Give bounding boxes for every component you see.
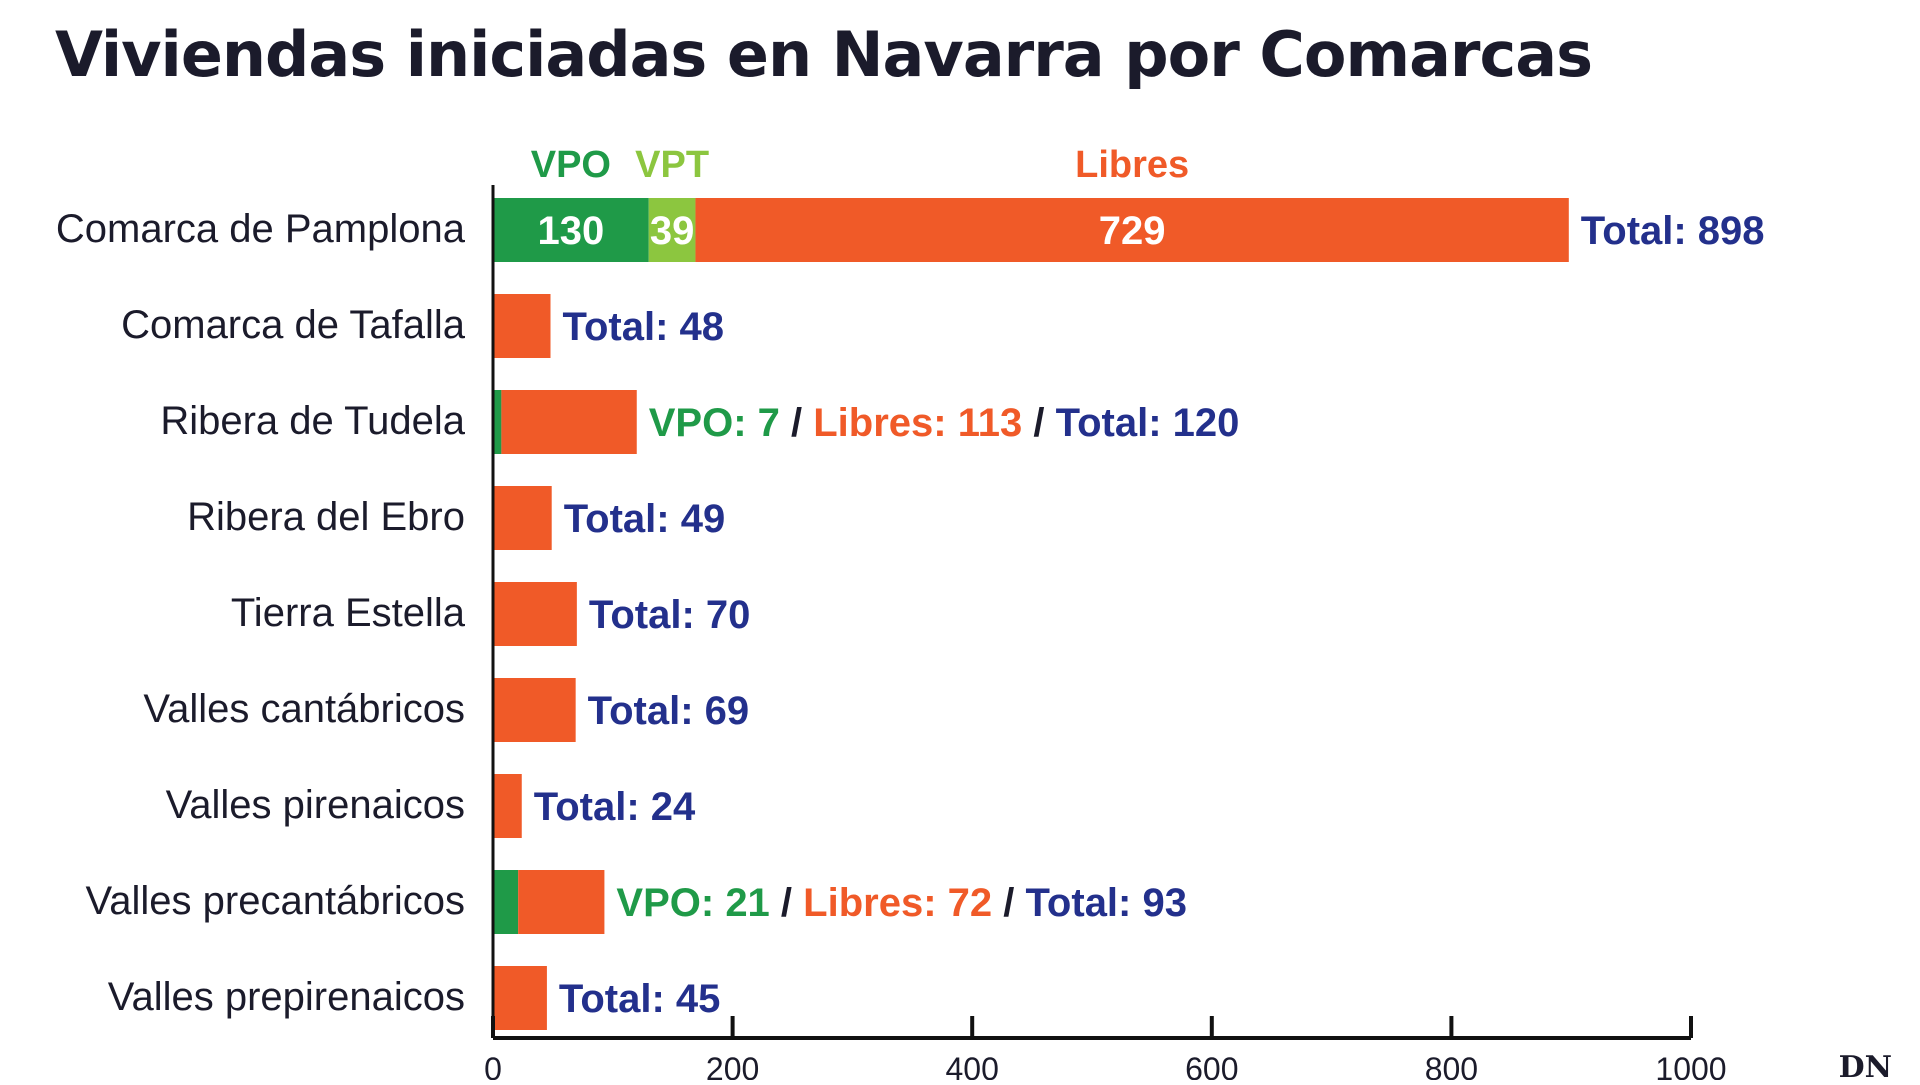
- legend-item-libres: Libres: [1075, 144, 1189, 186]
- category-label: Ribera del Ebro: [187, 495, 465, 539]
- segment-value-label: 729: [1099, 209, 1166, 253]
- annotation-part: Total: 49: [564, 497, 726, 541]
- bar-libres: [493, 294, 551, 358]
- x-tick-label: 800: [1425, 1051, 1478, 1080]
- annotation-part: Total: 120: [1056, 401, 1240, 445]
- bar-annotation: Total: 48: [563, 305, 725, 349]
- bar-annotation: Total: 70: [589, 593, 751, 637]
- bar-annotation: Total: 24: [534, 785, 696, 829]
- annotation-part: VPO: 7: [649, 401, 780, 445]
- annotation-part: /: [780, 401, 813, 445]
- legend-item-vpt: VPT: [635, 144, 709, 186]
- bar-vpo: [493, 198, 649, 262]
- bar-annotation: Total: 45: [559, 977, 721, 1021]
- legend-item-vpo: VPO: [531, 144, 611, 186]
- segment-value-label: 130: [537, 209, 604, 253]
- annotation-part: Total: 45: [559, 977, 721, 1021]
- category-label: Valles pirenaicos: [166, 783, 465, 827]
- annotation-part: VPO: 21: [616, 881, 769, 925]
- category-label: Valles cantábricos: [143, 687, 465, 731]
- category-label: Ribera de Tudela: [160, 399, 465, 443]
- annotation-part: Total: 69: [588, 689, 750, 733]
- bar-libres: [501, 390, 637, 454]
- bar-libres: [518, 870, 605, 934]
- x-tick-label: 0: [484, 1051, 502, 1080]
- bar-annotation: VPO: 7 / Libres: 113 / Total: 120: [649, 401, 1240, 445]
- category-label: Comarca de Pamplona: [56, 207, 466, 251]
- bar-libres: [493, 966, 547, 1030]
- annotation-part: /: [1022, 401, 1055, 445]
- category-label: Comarca de Tafalla: [121, 303, 466, 347]
- bar-annotation: VPO: 21 / Libres: 72 / Total: 93: [616, 881, 1187, 925]
- annotation-part: Libres: 113: [813, 401, 1022, 445]
- category-label: Tierra Estella: [231, 591, 466, 635]
- chart-title: Viviendas iniciadas en Navarra por Comar…: [55, 18, 1593, 91]
- source-logo: DN: [1838, 1050, 1892, 1085]
- bar-vpo: [493, 390, 502, 454]
- category-label: Valles prepirenaicos: [108, 975, 465, 1019]
- annotation-part: /: [770, 881, 803, 925]
- bar-vpt: [648, 198, 696, 262]
- annotation-part: Libres: 72: [803, 881, 992, 925]
- bar-annotation: Total: 898: [1581, 209, 1765, 253]
- bar-annotation: Total: 69: [588, 689, 750, 733]
- x-tick-label: 1000: [1655, 1051, 1726, 1080]
- annotation-part: Total: 24: [534, 785, 696, 829]
- x-tick-label: 200: [706, 1051, 759, 1080]
- category-label: Valles precantábricos: [86, 879, 465, 923]
- bar-libres: [695, 198, 1569, 262]
- segment-value-label: 39: [650, 209, 695, 253]
- bar-libres: [493, 678, 576, 742]
- annotation-part: /: [992, 881, 1025, 925]
- annotation-part: Total: 93: [1025, 881, 1187, 925]
- annotation-part: Total: 70: [589, 593, 751, 637]
- x-tick-label: 400: [946, 1051, 999, 1080]
- bar-libres: [493, 486, 552, 550]
- bar-annotation: Total: 49: [564, 497, 726, 541]
- bar-libres: [493, 774, 522, 838]
- annotation-part: Total: 898: [1581, 209, 1765, 253]
- bar-libres: [493, 582, 577, 646]
- x-tick-label: 600: [1185, 1051, 1238, 1080]
- bar-vpo: [493, 870, 519, 934]
- annotation-part: Total: 48: [563, 305, 725, 349]
